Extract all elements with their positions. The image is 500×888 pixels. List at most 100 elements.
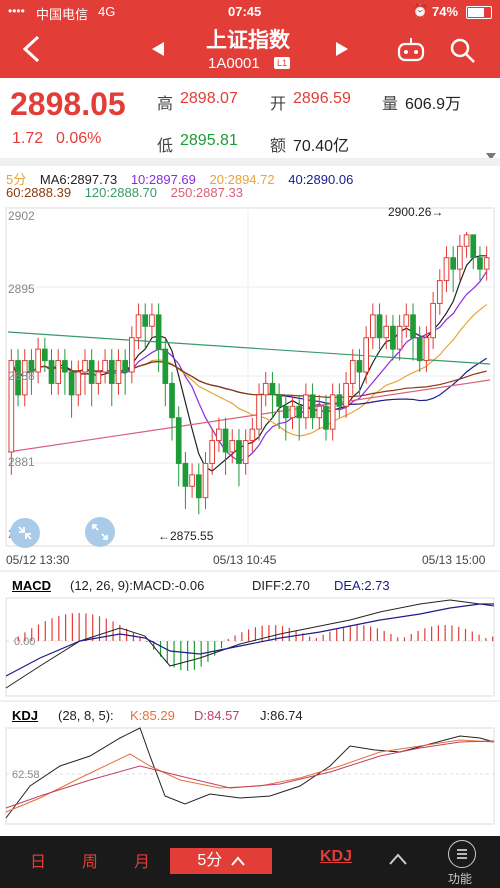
candle-body — [242, 440, 249, 464]
candle-body — [68, 371, 75, 396]
macd-bar — [31, 628, 33, 641]
macd-bar — [85, 613, 87, 641]
candle-body — [262, 382, 269, 396]
candle-body — [189, 474, 195, 487]
ma-legend-row2: 60:2888.39 120:2888.70 250:2887.33 — [6, 185, 253, 200]
macd-bar — [98, 616, 101, 641]
fullscreen-button[interactable] — [85, 517, 115, 547]
macd-bar — [146, 641, 148, 642]
tab-indicator[interactable]: KDJ — [319, 848, 352, 865]
menu-icon — [457, 849, 467, 859]
macd-bar — [268, 625, 270, 641]
kdj-chart[interactable]: 62.58 — [0, 726, 500, 830]
last-price: 2898.05 — [10, 86, 126, 122]
candle-body — [149, 314, 155, 327]
candle-body — [450, 257, 457, 270]
macd-diff: DIFF:2.70 — [252, 578, 310, 593]
macd-bar — [464, 628, 467, 641]
prev-stock-button[interactable] — [150, 40, 166, 63]
y-tick-2881: 2881 — [8, 455, 35, 469]
macd-bar — [471, 631, 473, 641]
macd-bar — [451, 625, 453, 641]
candle-body — [443, 257, 450, 282]
tab-week[interactable]: 周 — [81, 854, 98, 871]
candle-body — [102, 360, 108, 373]
tab-day[interactable]: 日 — [29, 854, 46, 871]
candle-body — [383, 325, 390, 339]
candle-body — [135, 314, 142, 339]
macd-bar — [65, 614, 67, 641]
macd-bar — [254, 627, 256, 641]
candle-body — [236, 440, 242, 464]
candle-body — [115, 360, 122, 384]
candle-body — [195, 474, 202, 499]
candle-body — [416, 337, 423, 362]
kdj-level-label: 62.58 — [12, 769, 40, 781]
candle-body — [229, 440, 236, 453]
candle-body — [169, 382, 175, 419]
macd-bar — [227, 638, 229, 641]
open-value: 2896.59 — [293, 90, 351, 107]
search-button[interactable] — [450, 38, 476, 69]
indicator-menu-button[interactable] — [388, 852, 408, 871]
candle-body — [216, 428, 222, 442]
ma10-value: 10:2897.69 — [130, 172, 196, 187]
ma250-line — [7, 379, 491, 453]
macd-bar — [187, 641, 189, 671]
macd-bar — [397, 637, 399, 641]
status-bar: •••• 中国电信 4G 07:45 ⏰ 74% — [0, 0, 500, 24]
candle-body — [35, 348, 41, 373]
back-button[interactable] — [20, 34, 42, 70]
candle-body — [396, 325, 403, 350]
macd-bar — [370, 626, 372, 641]
candle-body — [122, 360, 128, 373]
macd-bar — [193, 641, 195, 670]
price-change: 1.72 — [12, 130, 44, 147]
next-stock-button[interactable] — [334, 40, 350, 63]
macd-bar — [173, 641, 175, 668]
candle-body — [282, 405, 289, 419]
network-type: 4G — [98, 4, 116, 19]
macd-bar — [78, 613, 80, 641]
period-label: 5分 — [6, 172, 27, 187]
function-button[interactable] — [448, 840, 476, 868]
amount-label: 额 — [270, 138, 287, 155]
candle-body — [423, 337, 430, 362]
candle-body — [162, 348, 169, 384]
candle-body — [95, 371, 102, 384]
y-tick-2895: 2895 — [8, 282, 35, 296]
triangle-left-icon — [152, 42, 164, 56]
ma120-value: 120:2888.70 — [84, 185, 157, 200]
macd-name[interactable]: MACD — [12, 578, 51, 593]
macd-bar — [437, 625, 439, 641]
zoom-out-button[interactable] — [10, 518, 40, 548]
robot-assistant-button[interactable] — [396, 36, 426, 69]
macd-bar — [105, 618, 107, 641]
caret-down-icon — [486, 153, 496, 160]
kdj-k: K:85.29 — [130, 708, 175, 723]
candle-body — [309, 394, 316, 419]
kdj-params: (28, 8, 5): — [58, 708, 114, 723]
macd-bar — [383, 630, 385, 641]
candle-body — [55, 360, 62, 384]
ma120-line — [7, 331, 491, 365]
high-marker: 2900.26→ — [388, 205, 443, 219]
candle-body — [82, 360, 88, 373]
tab-period[interactable]: 5分 — [170, 848, 272, 874]
macd-bar — [417, 630, 419, 641]
macd-bar — [119, 624, 121, 641]
macd-bar — [302, 633, 304, 641]
candle-body — [329, 394, 336, 430]
tab-month[interactable]: 月 — [133, 854, 150, 871]
chart-divider — [0, 570, 500, 572]
macd-bar — [166, 641, 168, 663]
candle-body — [15, 360, 21, 396]
candlestick-chart[interactable]: 2902 2895 2888 2881 2874 2900.26→ ←2875.… — [0, 200, 500, 570]
macd-bar — [153, 641, 155, 650]
expand-quote-button[interactable] — [486, 148, 496, 166]
candle-body — [477, 257, 483, 270]
macd-bar — [431, 626, 433, 641]
macd-chart[interactable]: 0.00 — [0, 596, 500, 700]
macd-bar — [132, 632, 134, 641]
kdj-name[interactable]: KDJ — [12, 708, 39, 723]
